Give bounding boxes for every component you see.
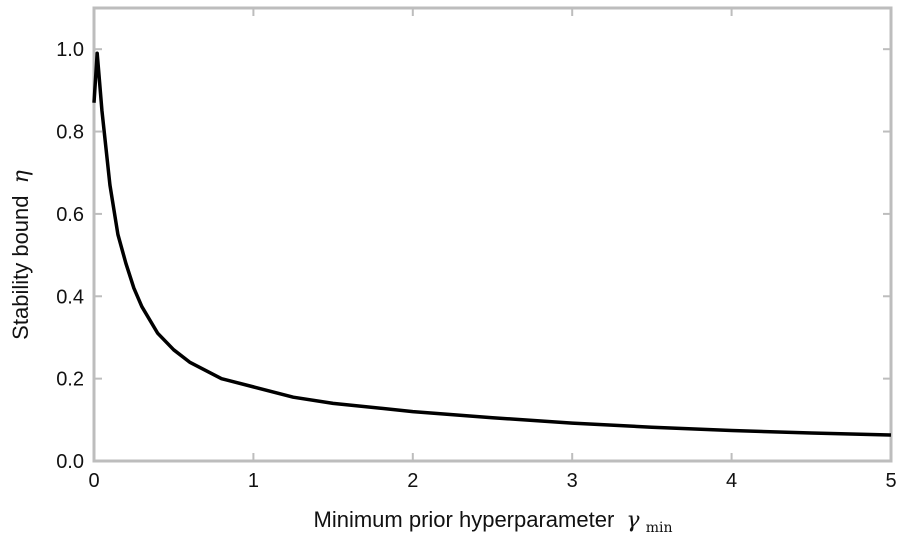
y-tick-label: 0.0 xyxy=(56,451,84,473)
plot-frame-rect xyxy=(92,6,893,463)
x-tick-label: 1 xyxy=(248,470,259,492)
y-axis-label: Stability bound η xyxy=(8,170,34,340)
x-tick-label: 0 xyxy=(88,470,99,492)
x-axis-label-text: Minimum prior hyperparameter xyxy=(314,507,615,532)
y-tick-label: 0.4 xyxy=(56,286,84,308)
y-axis-label-text: Stability bound xyxy=(8,195,33,339)
y-tick-label: 0.6 xyxy=(56,204,84,226)
axis-ticks xyxy=(93,8,892,462)
plot-frame xyxy=(92,6,893,463)
series-line xyxy=(92,51,892,437)
y-axis-label-symbol: η xyxy=(9,170,34,183)
x-tick-label: 2 xyxy=(407,470,418,492)
x-tick-label: 3 xyxy=(567,470,578,492)
y-tick-label: 0.8 xyxy=(56,122,84,144)
x-axis-label: Minimum prior hyperparameter γ min xyxy=(314,507,673,533)
tick-labels: 0 1 2 3 4 5 0.0 0.2 0.4 0.6 0.8 1.0 xyxy=(56,39,896,492)
y-tick-label: 1.0 xyxy=(56,39,84,61)
x-axis-label-symbol: γ xyxy=(626,508,640,533)
y-tick-label: 0.2 xyxy=(56,369,84,391)
x-axis-label-subscript: min xyxy=(646,520,673,533)
data-series xyxy=(92,51,892,437)
x-tick-label: 5 xyxy=(885,470,896,492)
x-tick-label: 4 xyxy=(726,470,737,492)
